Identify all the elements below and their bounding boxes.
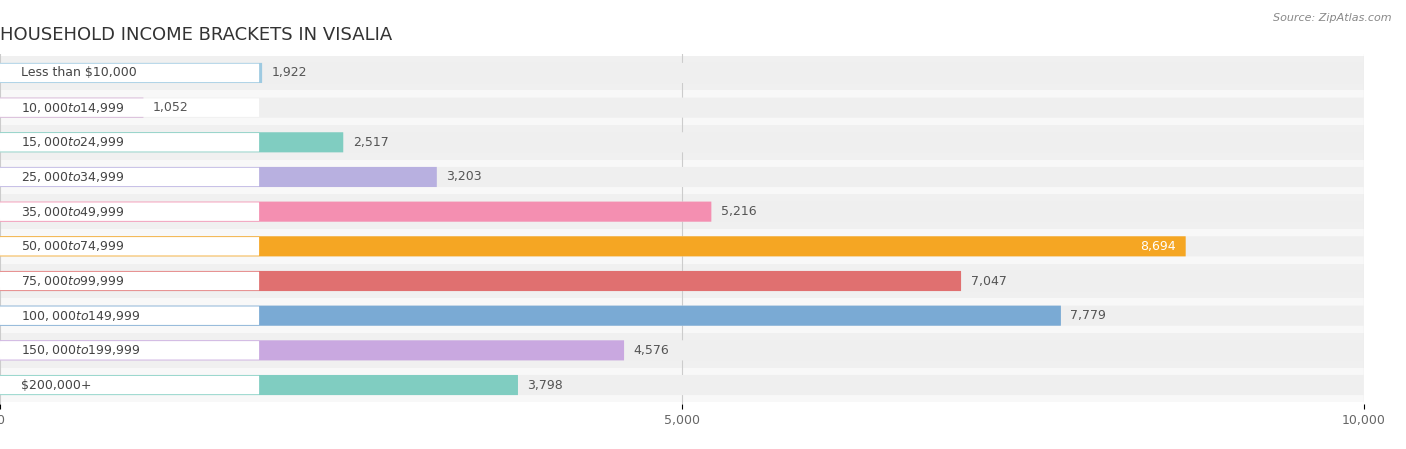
FancyBboxPatch shape [0,132,343,152]
Text: $35,000 to $49,999: $35,000 to $49,999 [21,205,124,219]
FancyBboxPatch shape [0,97,1364,118]
FancyBboxPatch shape [0,271,962,291]
FancyBboxPatch shape [0,56,1364,90]
Text: $25,000 to $34,999: $25,000 to $34,999 [21,170,124,184]
Text: $15,000 to $24,999: $15,000 to $24,999 [21,135,124,150]
FancyBboxPatch shape [0,271,1364,291]
FancyBboxPatch shape [0,264,1364,298]
FancyBboxPatch shape [0,168,259,186]
Text: $10,000 to $14,999: $10,000 to $14,999 [21,101,124,114]
Text: Less than $10,000: Less than $10,000 [21,66,136,79]
FancyBboxPatch shape [0,167,437,187]
FancyBboxPatch shape [0,306,1062,326]
Text: 1,052: 1,052 [153,101,188,114]
Text: $100,000 to $149,999: $100,000 to $149,999 [21,308,141,323]
FancyBboxPatch shape [0,97,143,118]
Text: $75,000 to $99,999: $75,000 to $99,999 [21,274,124,288]
Text: 7,047: 7,047 [970,274,1007,287]
FancyBboxPatch shape [0,340,624,361]
FancyBboxPatch shape [0,237,259,255]
FancyBboxPatch shape [0,341,259,360]
FancyBboxPatch shape [0,167,1364,187]
FancyBboxPatch shape [0,333,1364,368]
FancyBboxPatch shape [0,229,1364,264]
Text: $200,000+: $200,000+ [21,379,91,392]
FancyBboxPatch shape [0,272,259,290]
Text: 3,203: 3,203 [446,171,482,184]
FancyBboxPatch shape [0,125,1364,160]
Text: 2,517: 2,517 [353,136,388,149]
FancyBboxPatch shape [0,202,1364,222]
FancyBboxPatch shape [0,375,1364,395]
FancyBboxPatch shape [0,236,1185,256]
FancyBboxPatch shape [0,368,1364,402]
FancyBboxPatch shape [0,340,1364,361]
FancyBboxPatch shape [0,63,1364,83]
FancyBboxPatch shape [0,202,259,221]
Text: $50,000 to $74,999: $50,000 to $74,999 [21,239,124,253]
Text: 8,694: 8,694 [1140,240,1177,253]
Text: 4,576: 4,576 [634,344,669,357]
Text: Source: ZipAtlas.com: Source: ZipAtlas.com [1274,13,1392,23]
FancyBboxPatch shape [0,133,259,152]
FancyBboxPatch shape [0,375,517,395]
FancyBboxPatch shape [0,306,1364,326]
FancyBboxPatch shape [0,64,259,82]
Text: $150,000 to $199,999: $150,000 to $199,999 [21,343,141,357]
FancyBboxPatch shape [0,90,1364,125]
Text: HOUSEHOLD INCOME BRACKETS IN VISALIA: HOUSEHOLD INCOME BRACKETS IN VISALIA [0,26,392,44]
FancyBboxPatch shape [0,202,711,222]
FancyBboxPatch shape [0,132,1364,152]
Text: 3,798: 3,798 [527,379,564,392]
Text: 5,216: 5,216 [721,205,756,218]
FancyBboxPatch shape [0,194,1364,229]
FancyBboxPatch shape [0,298,1364,333]
FancyBboxPatch shape [0,306,259,325]
FancyBboxPatch shape [0,236,1364,256]
FancyBboxPatch shape [0,98,259,117]
FancyBboxPatch shape [0,160,1364,194]
Text: 7,779: 7,779 [1070,309,1107,322]
FancyBboxPatch shape [0,63,262,83]
Text: 1,922: 1,922 [271,66,307,79]
FancyBboxPatch shape [0,376,259,394]
